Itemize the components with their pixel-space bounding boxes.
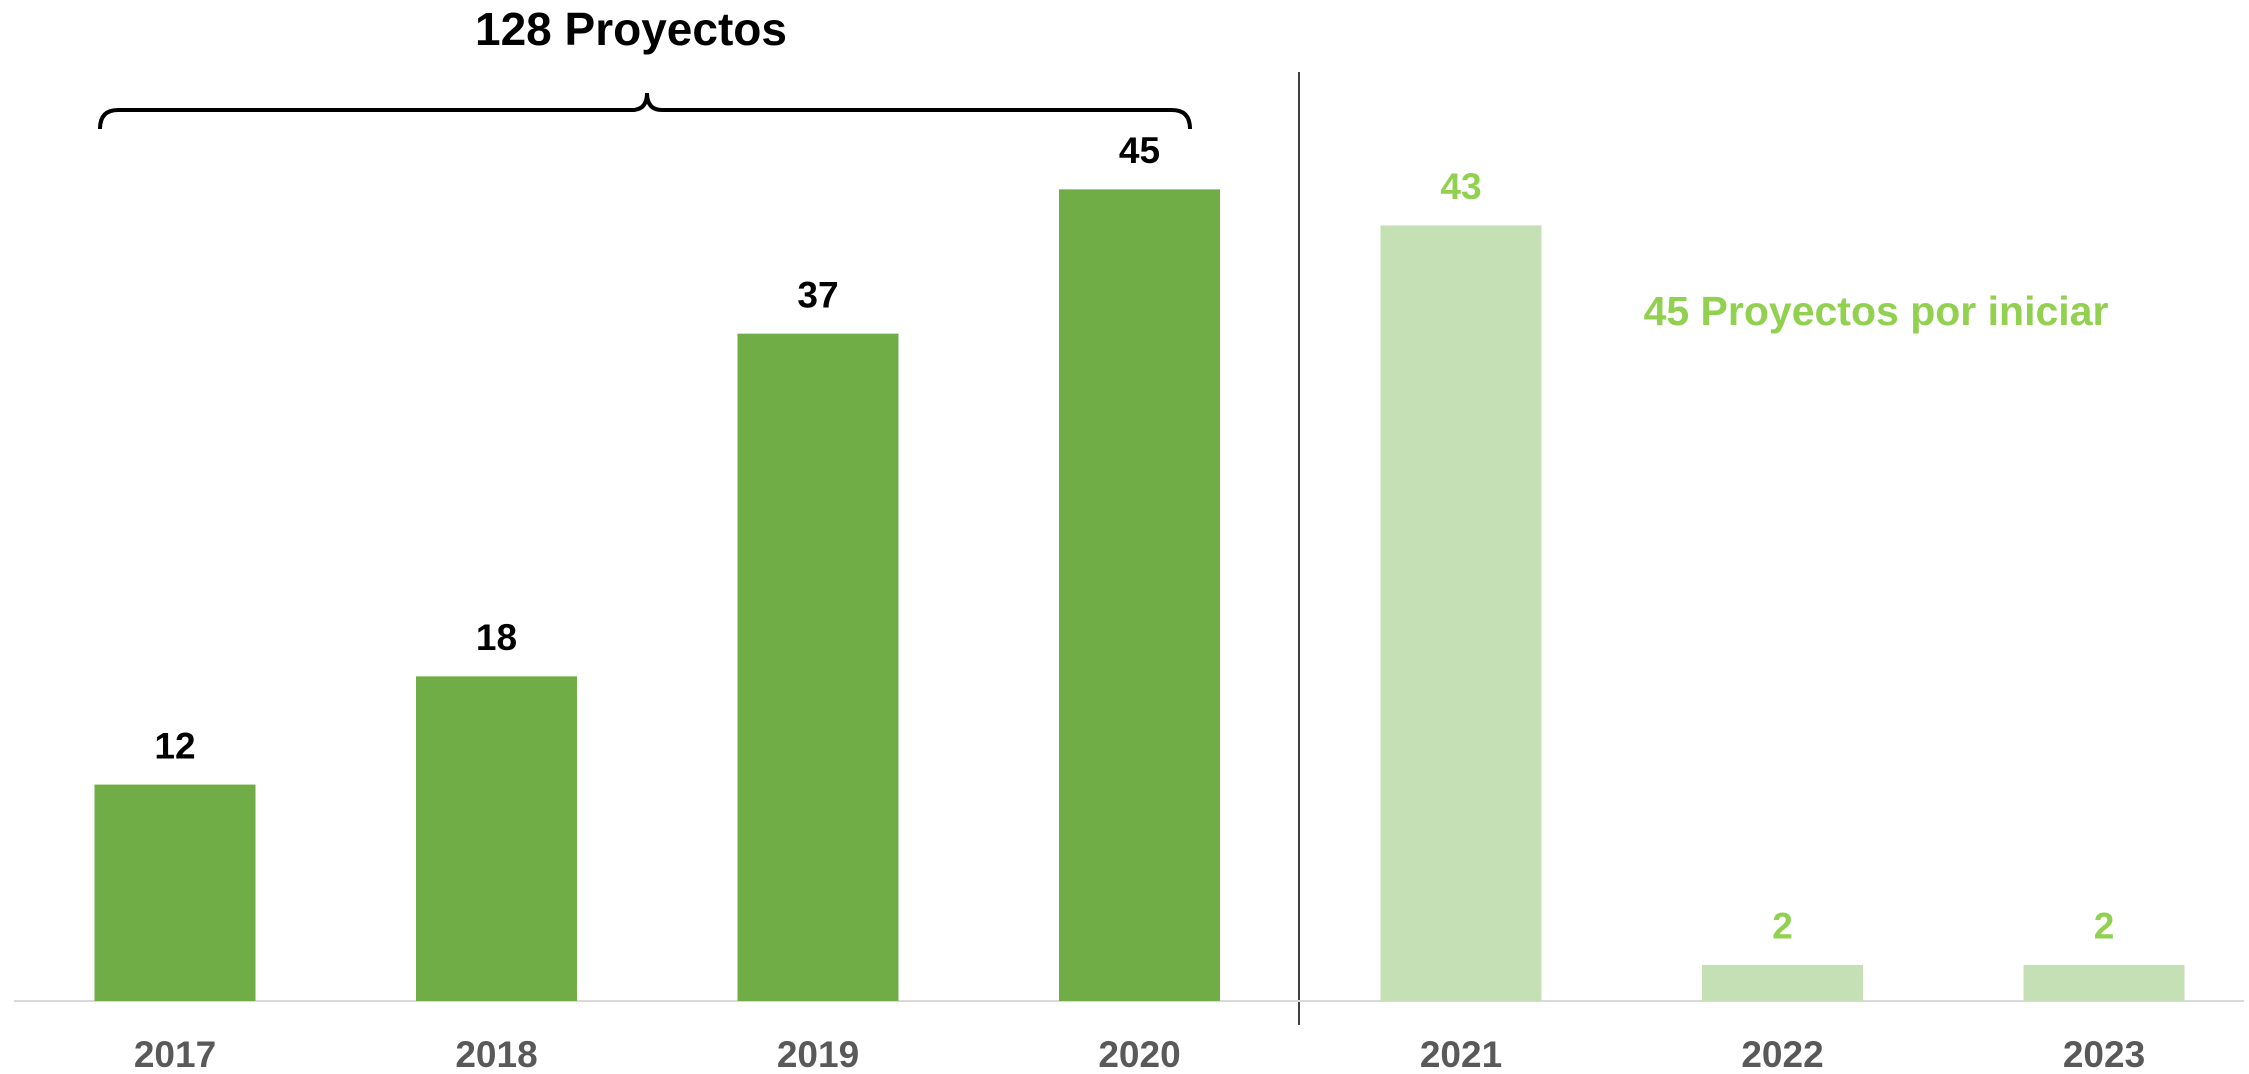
value-label: 12 xyxy=(154,725,195,766)
x-tick-label: 2020 xyxy=(1098,1034,1180,1074)
bar xyxy=(1380,225,1542,1001)
x-tick-label: 2017 xyxy=(134,1034,216,1074)
x-tick-label: 2018 xyxy=(455,1034,537,1074)
x-tick-label: 2021 xyxy=(1420,1034,1502,1074)
value-label: 2 xyxy=(2094,906,2115,947)
bar xyxy=(2023,964,2185,1001)
annotation: 45 Proyectos por iniciar xyxy=(1644,288,2109,334)
chart-title: 128 Proyectos xyxy=(475,3,787,55)
value-label: 18 xyxy=(476,617,517,658)
value-label: 2 xyxy=(1772,906,1793,947)
value-label: 45 xyxy=(1119,130,1160,171)
bar xyxy=(94,784,256,1001)
bar xyxy=(1702,964,1863,1001)
x-tick-label: 2019 xyxy=(777,1034,859,1074)
x-tick-label: 2023 xyxy=(2063,1034,2145,1074)
value-label: 43 xyxy=(1440,166,1481,207)
bar xyxy=(1059,189,1220,1001)
bar xyxy=(737,333,899,1001)
x-tick-label: 2022 xyxy=(1741,1034,1823,1074)
value-label: 37 xyxy=(797,274,838,315)
brace xyxy=(98,92,1192,130)
bar xyxy=(416,676,577,1001)
